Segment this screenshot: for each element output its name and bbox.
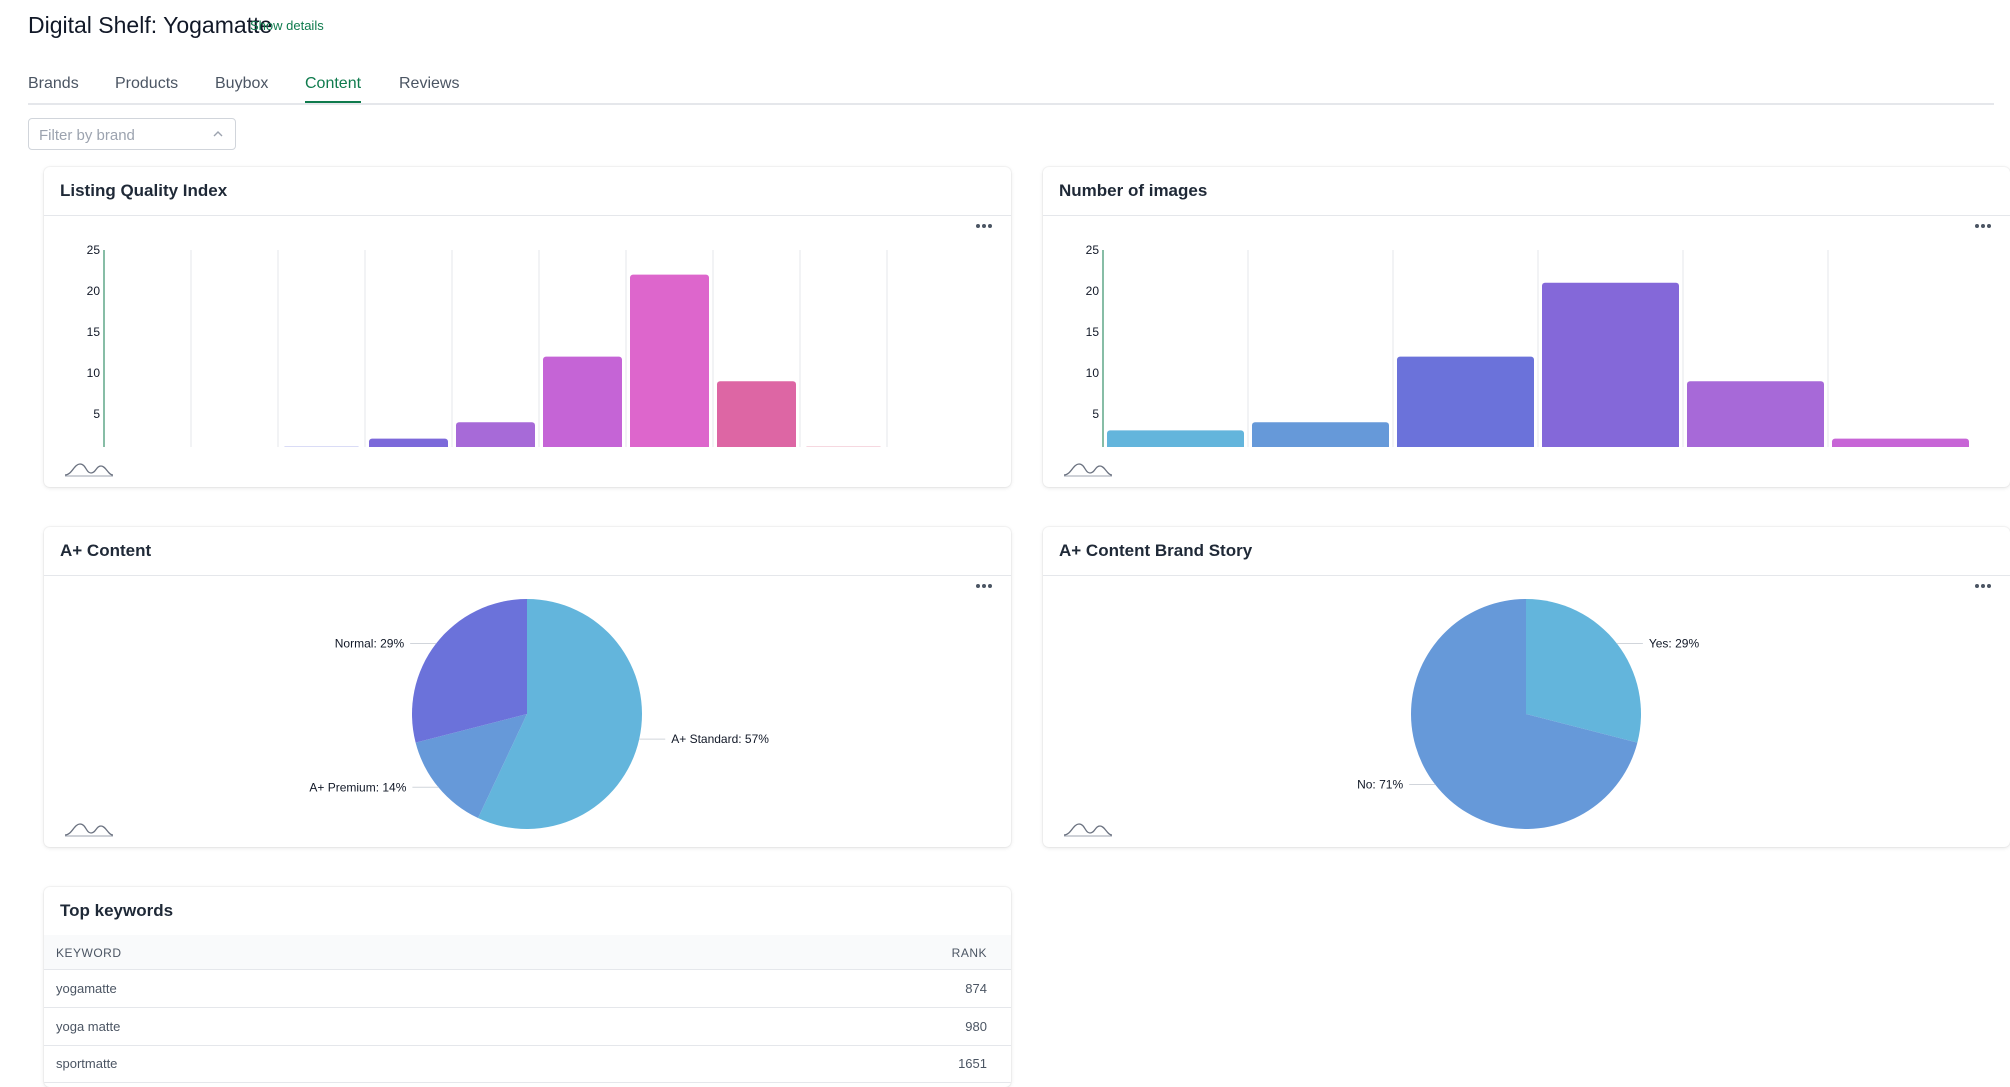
keywords-table-header: KEYWORD RANK: [44, 935, 1011, 970]
distribution-wave-icon[interactable]: [64, 821, 114, 837]
tab-brands[interactable]: Brands: [28, 75, 79, 101]
y-tick-label: 10: [87, 366, 101, 380]
bar-8[interactable]: [717, 381, 796, 447]
pie-slice-label: No: 71%: [1357, 777, 1403, 791]
brandstory-pie-chart: Yes: 29% No: 71%: [1043, 576, 2010, 836]
distribution-wave-icon[interactable]: [64, 461, 114, 477]
brandstory-card: A+ Content Brand Story Yes: 29% No: 71%: [1043, 527, 2010, 847]
pie-slice-label: A+ Standard: 57%: [671, 732, 769, 746]
keywords-card-header: Top keywords: [44, 887, 1011, 936]
brandstory-card-header: A+ Content Brand Story: [1043, 527, 2010, 576]
tab-products[interactable]: Products: [115, 75, 178, 101]
y-tick-label: 5: [1092, 407, 1099, 421]
tab-content[interactable]: Content: [305, 75, 361, 103]
images-bar-chart: 05101520250 - 23 - 45 - 67 - 89 - 1011 +: [1043, 227, 2010, 447]
aplus-card-title: A+ Content: [60, 541, 151, 561]
bar-7[interactable]: [630, 275, 709, 447]
bar-5[interactable]: [1687, 381, 1824, 447]
keyword-cell: sportmatte: [56, 1056, 117, 1071]
bar-3[interactable]: [1397, 357, 1534, 447]
bar-6[interactable]: [1832, 439, 1969, 447]
brand-filter-placeholder: Filter by brand: [39, 127, 135, 144]
lqi-bar-chart: 05101520250 - 1011 - 2021 - 3031 - 4041 …: [44, 227, 1011, 447]
y-tick-label: 25: [1086, 243, 1100, 257]
rank-column-header[interactable]: RANK: [952, 946, 987, 960]
bar-4[interactable]: [1542, 283, 1679, 447]
lqi-card: Listing Quality Index 05101520250 - 1011…: [44, 167, 1011, 487]
y-tick-label: 15: [1086, 325, 1100, 339]
table-row[interactable]: yoga matte 980: [44, 1008, 1011, 1046]
show-details-link[interactable]: Show details: [250, 18, 324, 33]
bar-4[interactable]: [369, 439, 448, 447]
page-title: Digital Shelf: Yogamatte: [28, 12, 272, 39]
distribution-wave-icon[interactable]: [1063, 461, 1113, 477]
tab-buybox[interactable]: Buybox: [215, 75, 268, 101]
images-card: Number of images 05101520250 - 23 - 45 -…: [1043, 167, 2010, 487]
keyword-cell: yogamatte: [56, 981, 117, 996]
images-card-header: Number of images: [1043, 167, 2010, 216]
y-tick-label: 15: [87, 325, 101, 339]
rank-cell: 874: [965, 981, 987, 996]
lqi-card-header: Listing Quality Index: [44, 167, 1011, 216]
keywords-card: Top keywords KEYWORD RANK yogamatte 874 …: [44, 887, 1011, 1087]
tab-reviews[interactable]: Reviews: [399, 75, 459, 101]
keyword-cell: yoga matte: [56, 1019, 120, 1034]
aplus-card: A+ Content A+ Standard: 57% A+ Premium: 1…: [44, 527, 1011, 847]
y-tick-label: 25: [87, 243, 101, 257]
rank-cell: 980: [965, 1019, 987, 1034]
bar-2[interactable]: [1252, 422, 1389, 447]
pie-slice-label: Normal: 29%: [335, 637, 405, 651]
y-tick-label: 20: [87, 284, 101, 298]
keywords-card-title: Top keywords: [60, 901, 173, 921]
table-row[interactable]: sportmatte 1651: [44, 1045, 1011, 1083]
bar-5[interactable]: [456, 422, 535, 447]
y-tick-label: 20: [1086, 284, 1100, 298]
bar-1[interactable]: [1107, 430, 1244, 447]
bar-6[interactable]: [543, 357, 622, 447]
y-tick-label: 5: [93, 407, 100, 421]
chevron-up-icon: [213, 130, 223, 138]
images-card-title: Number of images: [1059, 181, 1207, 201]
table-row[interactable]: yogamatte 874: [44, 970, 1011, 1008]
tab-bar: Brands Products Buybox Content Reviews: [28, 66, 1994, 105]
y-tick-label: 10: [1086, 366, 1100, 380]
rank-cell: 1651: [958, 1056, 987, 1071]
distribution-wave-icon[interactable]: [1063, 821, 1113, 837]
pie-slice-label: Yes: 29%: [1649, 637, 1700, 651]
brand-filter-select[interactable]: Filter by brand: [28, 118, 236, 150]
keyword-column-header[interactable]: KEYWORD: [56, 946, 122, 960]
pie-slice-label: A+ Premium: 14%: [309, 780, 406, 794]
brandstory-card-title: A+ Content Brand Story: [1059, 541, 1252, 561]
lqi-card-title: Listing Quality Index: [60, 181, 227, 201]
aplus-card-header: A+ Content: [44, 527, 1011, 576]
aplus-pie-chart: A+ Standard: 57% A+ Premium: 14% Normal: 2…: [44, 576, 1011, 836]
